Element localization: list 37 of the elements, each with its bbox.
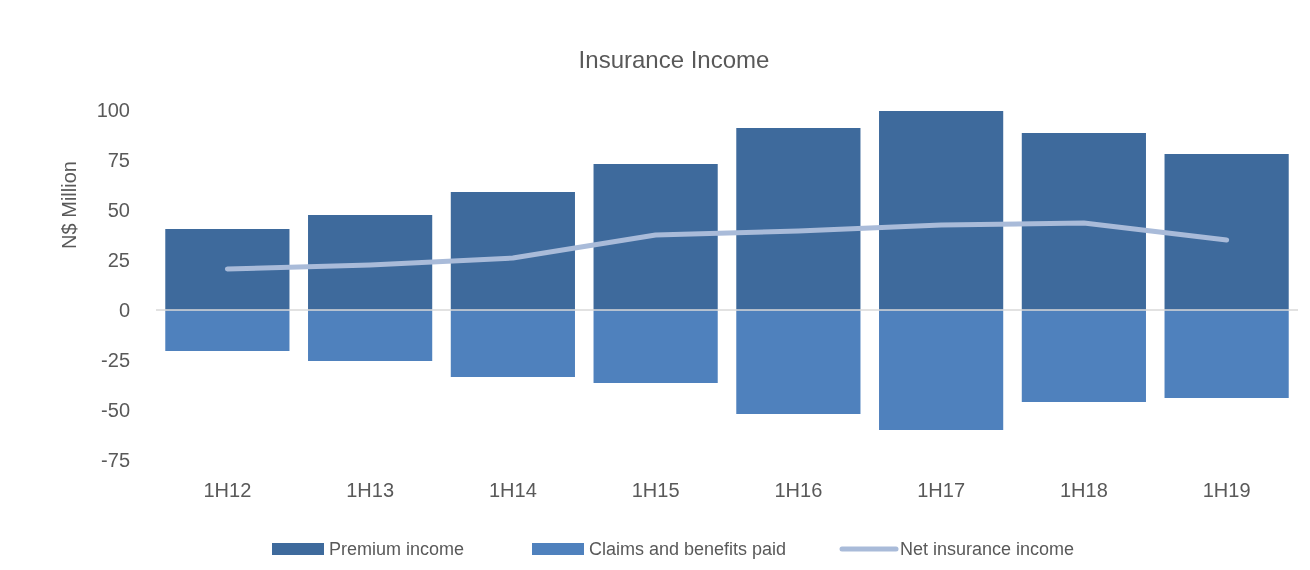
x-tick-label: 1H19 (1202, 479, 1251, 501)
x-tick-label: 1H12 (203, 479, 252, 501)
bar (1164, 154, 1289, 310)
x-tick-label: 1H14 (488, 479, 537, 501)
bar (450, 192, 575, 310)
y-tick-label: -25 (101, 349, 130, 371)
legend-label: Premium income (329, 539, 465, 560)
bar (879, 310, 1004, 430)
x-tick-label: 1H18 (1059, 479, 1108, 501)
bar (165, 310, 290, 351)
y-tick-label: 25 (107, 249, 130, 271)
y-tick-label: 75 (107, 149, 130, 171)
bar (593, 164, 718, 310)
bar (879, 111, 1004, 310)
bar (1164, 310, 1289, 398)
bar (736, 310, 861, 414)
legend-label: Net insurance income (900, 539, 1075, 560)
x-tick-label: 1H15 (631, 479, 680, 501)
bar (165, 229, 290, 310)
x-tick-label: 1H13 (346, 479, 395, 501)
bar (308, 310, 433, 361)
x-tick-label: 1H16 (774, 479, 823, 501)
x-tick-label: 1H17 (917, 479, 966, 501)
bar (1021, 310, 1146, 402)
y-tick-label: -50 (101, 399, 130, 421)
bar (1021, 133, 1146, 310)
bar (593, 310, 718, 383)
y-tick-label: 0 (118, 299, 130, 321)
chart-title: Insurance Income (578, 46, 770, 73)
bar (308, 215, 433, 310)
bar (450, 310, 575, 377)
legend-label: Claims and benefits paid (589, 539, 787, 560)
y-tick-label: -75 (101, 449, 130, 471)
bar (736, 128, 861, 310)
y-tick-label: 100 (96, 99, 130, 121)
y-tick-label: 50 (107, 199, 130, 221)
y-axis-title: N$ Million (58, 161, 80, 249)
